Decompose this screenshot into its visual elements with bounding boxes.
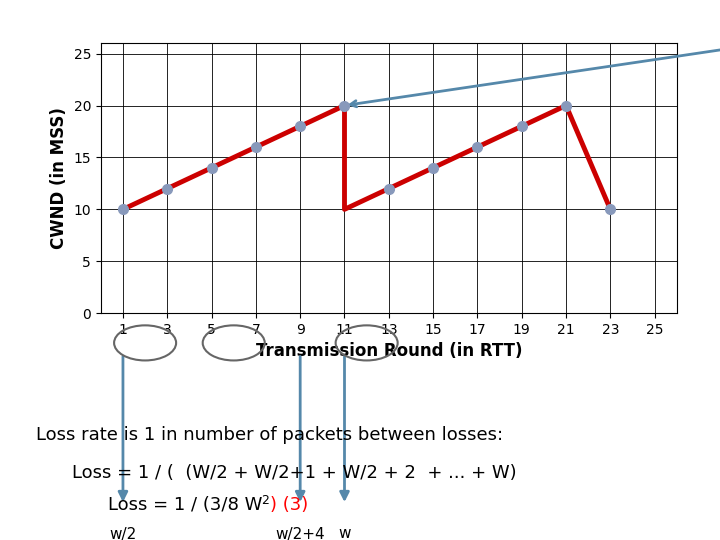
- Text: w/2: w/2: [109, 526, 137, 540]
- Text: w/2+4: w/2+4: [275, 526, 325, 540]
- Y-axis label: CWND (in MSS): CWND (in MSS): [50, 107, 68, 249]
- Text: Loss happens here: Loss happens here: [351, 22, 720, 107]
- Text: Loss rate is 1 in number of packets between losses:: Loss rate is 1 in number of packets betw…: [36, 426, 503, 444]
- Text: Loss = 1 / (  (W/2 + W/2+1 + W/2 + 2  + ... + W): Loss = 1 / ( (W/2 + W/2+1 + W/2 + 2 + ..…: [72, 464, 517, 482]
- Text: Loss = 1 / (3/8 W: Loss = 1 / (3/8 W: [108, 496, 262, 514]
- Text: 2: 2: [261, 494, 269, 507]
- Text: ) (3): ) (3): [270, 496, 308, 514]
- X-axis label: Transmission Round (in RTT): Transmission Round (in RTT): [256, 342, 522, 361]
- Text: w: w: [338, 526, 351, 540]
